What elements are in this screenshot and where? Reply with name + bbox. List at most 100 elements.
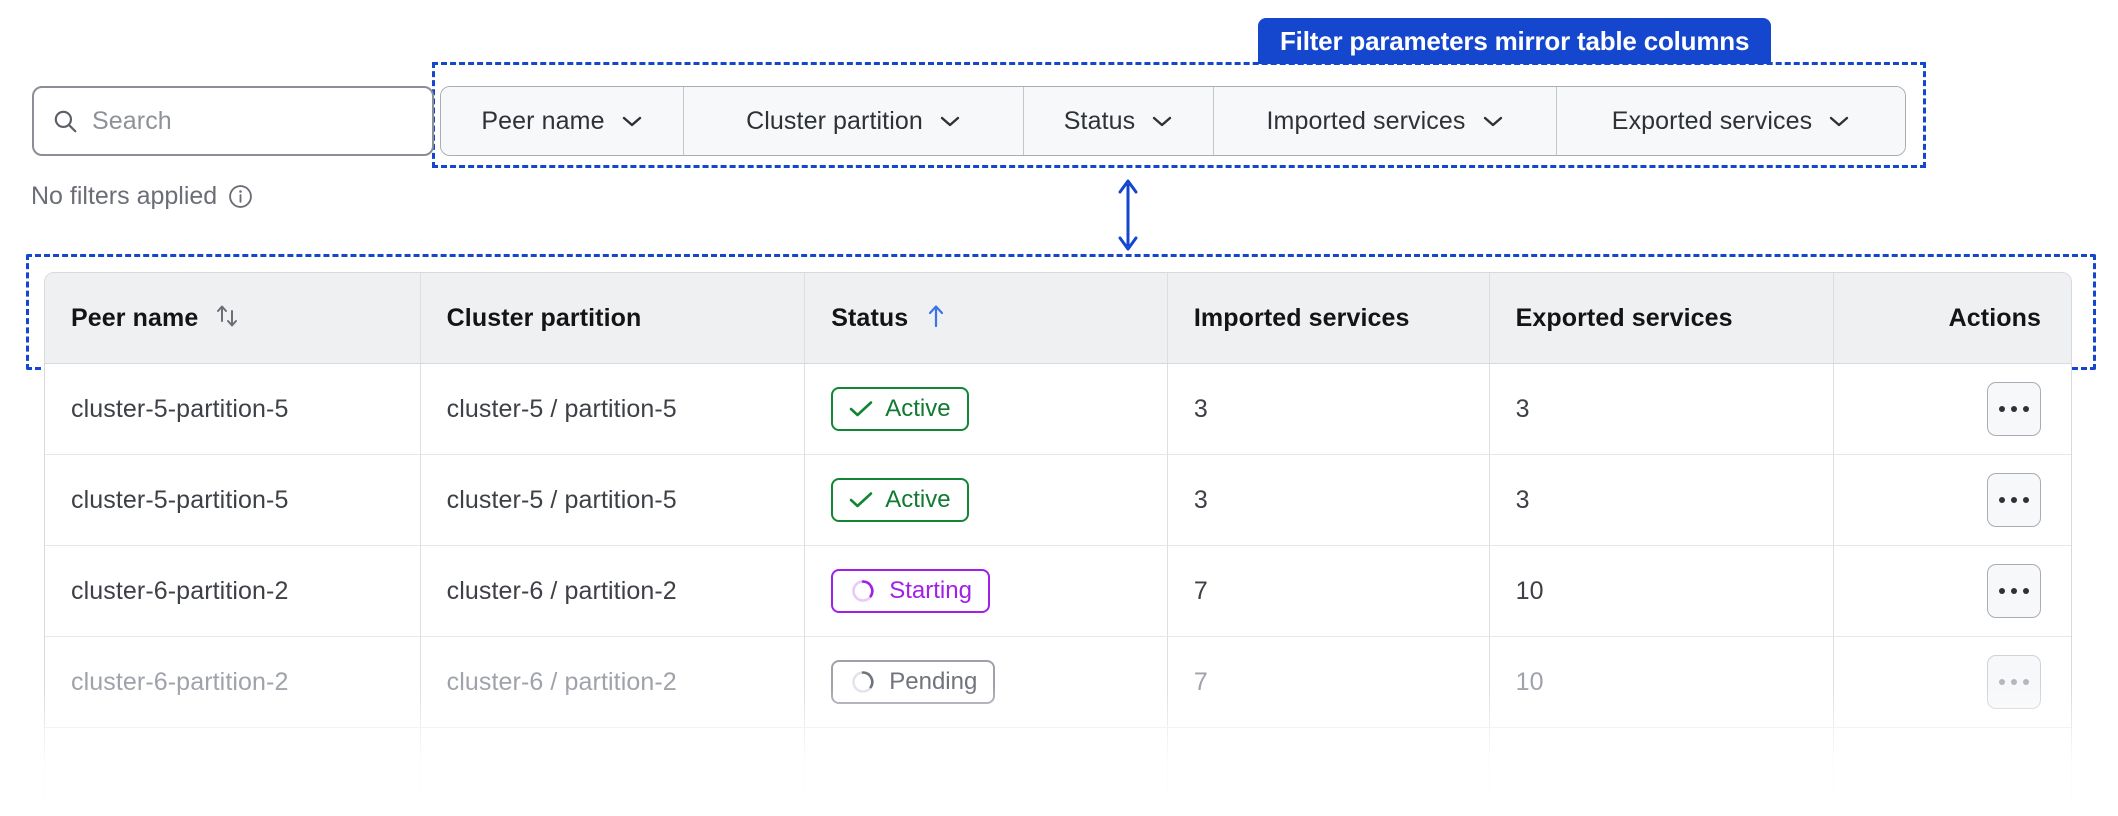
table-header-row: Peer name Cluster partition Status xyxy=(45,273,2071,364)
search-placeholder: Search xyxy=(92,106,172,135)
row-actions-button[interactable] xyxy=(1987,473,2041,527)
column-header-status[interactable]: Status xyxy=(805,273,1168,363)
row-actions-button[interactable] xyxy=(1987,564,2041,618)
cluster-partition-value: cluster-5 / partition-5 xyxy=(446,485,677,514)
cluster-partition-value: cluster-6 / partition-2 xyxy=(446,576,677,605)
column-header-peer-name[interactable]: Peer name xyxy=(45,273,421,363)
status-badge-label: Active xyxy=(885,486,951,513)
chevron-down-icon xyxy=(621,114,643,128)
filter-exported-services[interactable]: Exported services xyxy=(1557,87,1905,155)
ellipsis-horizontal-icon xyxy=(2011,679,2017,685)
peer-name-value: cluster-6-partition-2 xyxy=(71,576,289,605)
column-header-cluster-partition[interactable]: Cluster partition xyxy=(421,273,806,363)
cell-cluster-partition xyxy=(421,728,806,816)
cell-actions xyxy=(1834,546,2071,636)
filter-peer-name[interactable]: Peer name xyxy=(441,87,684,155)
column-header-cluster-partition-label: Cluster partition xyxy=(446,303,642,332)
cell-imported-services xyxy=(1168,728,1490,816)
chevron-down-icon xyxy=(1482,114,1504,128)
ellipsis-horizontal-icon xyxy=(2023,679,2029,685)
annotation-banner: Filter parameters mirror table columns xyxy=(1258,18,1772,64)
cell-imported-services: 3 xyxy=(1168,364,1490,454)
cell-actions xyxy=(1834,637,2071,727)
cell-imported-services: 7 xyxy=(1168,637,1490,727)
status-badge-label: Pending xyxy=(889,668,978,695)
filter-cluster-partition[interactable]: Cluster partition xyxy=(684,87,1024,155)
filter-imported-services-label: Imported services xyxy=(1266,106,1466,135)
peer-name-value: cluster-5-partition-5 xyxy=(71,394,289,423)
status-badge-label: Starting xyxy=(889,577,972,604)
filter-bar: Peer name Cluster partition Status Impor… xyxy=(440,86,1906,156)
imported-services-value: 7 xyxy=(1193,576,1208,605)
imported-services-value: 3 xyxy=(1193,485,1208,514)
ellipsis-horizontal-icon xyxy=(2011,497,2017,503)
peer-name-value: cluster-6-partition-2 xyxy=(71,667,289,696)
table-row[interactable]: cluster-6-partition-2 cluster-6 / partit… xyxy=(45,637,2071,728)
check-icon xyxy=(849,400,873,418)
peer-name-value: cluster-5-partition-5 xyxy=(71,485,289,514)
table-row[interactable]: cluster-5-partition-5 cluster-5 / partit… xyxy=(45,455,2071,546)
chevron-down-icon xyxy=(939,114,961,128)
cell-actions xyxy=(1834,455,2071,545)
table-row[interactable]: cluster-6-partition-2 cluster-6 / partit… xyxy=(45,546,2071,637)
cell-status: Pending xyxy=(805,637,1168,727)
search-icon xyxy=(52,108,78,134)
ellipsis-horizontal-icon xyxy=(1999,406,2005,412)
column-header-exported-services-label: Exported services xyxy=(1515,303,1733,332)
info-circle-icon[interactable] xyxy=(228,184,253,209)
cell-exported-services: 3 xyxy=(1490,455,1835,545)
exported-services-value: 3 xyxy=(1515,394,1530,423)
spinner-icon xyxy=(849,577,877,605)
cell-actions xyxy=(1834,364,2071,454)
ellipsis-horizontal-icon xyxy=(1999,588,2005,594)
column-header-exported-services[interactable]: Exported services xyxy=(1490,273,1835,363)
table-row[interactable]: cluster-5-partition-5 cluster-5 / partit… xyxy=(45,364,2071,455)
check-icon xyxy=(849,491,873,509)
cell-imported-services: 3 xyxy=(1168,455,1490,545)
filter-status[interactable]: Status xyxy=(1024,87,1214,155)
spinner-icon xyxy=(849,668,877,696)
status-badge: Active xyxy=(831,478,969,522)
status-badge-label: Active xyxy=(885,395,951,422)
status-badge: Active xyxy=(831,387,969,431)
cluster-partition-value: cluster-5 / partition-5 xyxy=(446,394,677,423)
cell-status xyxy=(805,728,1168,816)
exported-services-value: 10 xyxy=(1515,667,1544,696)
ellipsis-horizontal-icon xyxy=(1999,497,2005,503)
cluster-partition-value: cluster-6 / partition-2 xyxy=(446,667,677,696)
cell-status: Starting xyxy=(805,546,1168,636)
cell-cluster-partition: cluster-6 / partition-2 xyxy=(421,546,806,636)
column-header-imported-services-label: Imported services xyxy=(1193,303,1410,332)
row-actions-button[interactable] xyxy=(1987,655,2041,709)
search-input[interactable]: Search xyxy=(32,86,434,156)
cell-peer-name: cluster-6-partition-2 xyxy=(45,546,421,636)
filter-cluster-partition-label: Cluster partition xyxy=(746,106,923,135)
column-header-status-label: Status xyxy=(831,303,909,332)
sort-updown-icon[interactable] xyxy=(214,302,240,335)
cell-status: Active xyxy=(805,364,1168,454)
cell-peer-name xyxy=(45,728,421,816)
cell-exported-services: 10 xyxy=(1490,637,1835,727)
double-headed-vertical-arrow-icon xyxy=(1110,176,1146,254)
no-filters-applied-label: No filters applied xyxy=(31,181,218,210)
cell-peer-name: cluster-6-partition-2 xyxy=(45,637,421,727)
chevron-down-icon xyxy=(1151,114,1173,128)
cell-exported-services: 10 xyxy=(1490,546,1835,636)
cell-peer-name: cluster-5-partition-5 xyxy=(45,455,421,545)
row-actions-button[interactable] xyxy=(1987,382,2041,436)
column-header-imported-services[interactable]: Imported services xyxy=(1168,273,1490,363)
arrow-up-icon[interactable] xyxy=(924,302,948,335)
column-header-actions: Actions xyxy=(1834,273,2071,363)
filter-status-label: Status xyxy=(1063,106,1136,135)
ellipsis-horizontal-icon xyxy=(2011,406,2017,412)
filter-status-row: No filters applied xyxy=(31,180,253,212)
ellipsis-horizontal-icon xyxy=(1999,679,2005,685)
cell-peer-name: cluster-5-partition-5 xyxy=(45,364,421,454)
filter-imported-services[interactable]: Imported services xyxy=(1214,87,1557,155)
exported-services-value: 10 xyxy=(1515,576,1544,605)
cell-actions xyxy=(1834,728,2071,816)
ellipsis-horizontal-icon xyxy=(2023,497,2029,503)
status-badge: Starting xyxy=(831,569,990,613)
filter-peer-name-label: Peer name xyxy=(481,106,605,135)
table-row[interactable] xyxy=(45,728,2071,816)
